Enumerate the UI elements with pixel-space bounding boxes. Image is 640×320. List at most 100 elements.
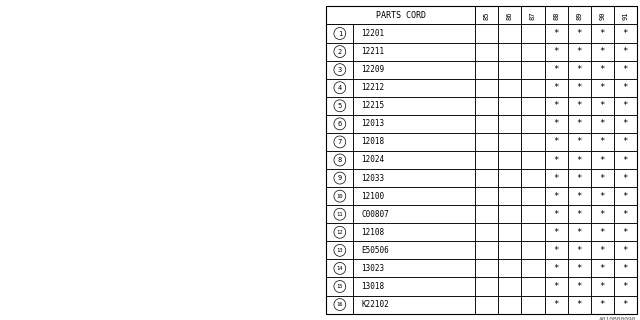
Text: 16: 16 bbox=[337, 302, 343, 307]
Bar bbox=[499, 60, 522, 79]
Bar bbox=[522, 169, 545, 187]
Bar bbox=[326, 115, 353, 133]
Bar bbox=[326, 241, 353, 260]
Bar bbox=[499, 241, 522, 260]
Text: *: * bbox=[623, 29, 628, 38]
Text: 3: 3 bbox=[338, 67, 342, 73]
Bar bbox=[568, 223, 591, 241]
Bar bbox=[353, 205, 476, 223]
Bar bbox=[568, 151, 591, 169]
Text: *: * bbox=[554, 173, 559, 183]
Bar bbox=[568, 97, 591, 115]
Bar bbox=[326, 277, 353, 296]
Bar bbox=[476, 24, 499, 43]
Text: *: * bbox=[554, 210, 559, 219]
Text: K22102: K22102 bbox=[361, 300, 389, 309]
Bar bbox=[545, 241, 568, 260]
Bar bbox=[499, 277, 522, 296]
Text: 14: 14 bbox=[337, 266, 343, 271]
Bar bbox=[353, 151, 476, 169]
Text: *: * bbox=[623, 101, 628, 110]
Bar bbox=[614, 169, 637, 187]
Bar bbox=[591, 151, 614, 169]
Text: 90: 90 bbox=[599, 11, 605, 20]
Bar bbox=[326, 133, 353, 151]
Bar bbox=[353, 133, 476, 151]
Text: *: * bbox=[623, 156, 628, 164]
Text: *: * bbox=[554, 83, 559, 92]
Text: *: * bbox=[577, 29, 582, 38]
Bar bbox=[591, 97, 614, 115]
Text: *: * bbox=[554, 228, 559, 237]
Bar bbox=[476, 260, 499, 277]
Text: C00807: C00807 bbox=[361, 210, 389, 219]
Text: *: * bbox=[577, 264, 582, 273]
Bar bbox=[326, 205, 353, 223]
Bar bbox=[522, 43, 545, 60]
Bar bbox=[476, 133, 499, 151]
Text: 88: 88 bbox=[553, 11, 559, 20]
Text: *: * bbox=[554, 282, 559, 291]
Text: *: * bbox=[577, 210, 582, 219]
Text: 7: 7 bbox=[338, 139, 342, 145]
Bar bbox=[568, 60, 591, 79]
Bar bbox=[476, 241, 499, 260]
Bar bbox=[522, 79, 545, 97]
Bar bbox=[591, 79, 614, 97]
Bar bbox=[614, 205, 637, 223]
Text: *: * bbox=[577, 173, 582, 183]
Bar bbox=[499, 24, 522, 43]
Bar bbox=[499, 133, 522, 151]
Bar bbox=[522, 6, 545, 24]
Text: 13023: 13023 bbox=[361, 264, 385, 273]
Bar bbox=[353, 60, 476, 79]
Bar bbox=[353, 115, 476, 133]
Text: *: * bbox=[554, 192, 559, 201]
Text: 15: 15 bbox=[337, 284, 343, 289]
Bar bbox=[591, 187, 614, 205]
Bar bbox=[568, 43, 591, 60]
Bar bbox=[568, 277, 591, 296]
Text: *: * bbox=[623, 264, 628, 273]
Text: *: * bbox=[600, 192, 605, 201]
Bar bbox=[545, 169, 568, 187]
Text: *: * bbox=[600, 65, 605, 74]
Bar bbox=[353, 97, 476, 115]
Bar bbox=[499, 151, 522, 169]
Bar bbox=[476, 223, 499, 241]
Text: *: * bbox=[554, 29, 559, 38]
Text: 12211: 12211 bbox=[361, 47, 385, 56]
Bar bbox=[476, 187, 499, 205]
Bar bbox=[591, 43, 614, 60]
Text: *: * bbox=[577, 282, 582, 291]
Bar bbox=[614, 241, 637, 260]
Bar bbox=[476, 296, 499, 314]
Bar bbox=[545, 24, 568, 43]
Bar bbox=[545, 133, 568, 151]
Bar bbox=[545, 97, 568, 115]
Bar bbox=[353, 277, 476, 296]
Text: *: * bbox=[623, 47, 628, 56]
Text: *: * bbox=[554, 101, 559, 110]
Bar bbox=[591, 60, 614, 79]
Text: 6: 6 bbox=[338, 121, 342, 127]
Text: *: * bbox=[600, 156, 605, 164]
Text: *: * bbox=[577, 119, 582, 128]
Text: *: * bbox=[577, 246, 582, 255]
Text: *: * bbox=[577, 47, 582, 56]
Text: 8: 8 bbox=[338, 157, 342, 163]
Text: 12215: 12215 bbox=[361, 101, 385, 110]
Text: 9: 9 bbox=[338, 175, 342, 181]
Text: 12209: 12209 bbox=[361, 65, 385, 74]
Text: 4: 4 bbox=[338, 85, 342, 91]
Bar bbox=[476, 60, 499, 79]
Bar bbox=[614, 97, 637, 115]
Bar bbox=[499, 205, 522, 223]
Bar bbox=[614, 24, 637, 43]
Text: 91: 91 bbox=[622, 11, 628, 20]
Bar bbox=[545, 205, 568, 223]
Text: 10: 10 bbox=[337, 194, 343, 199]
Bar bbox=[568, 115, 591, 133]
Text: *: * bbox=[600, 264, 605, 273]
Bar bbox=[522, 133, 545, 151]
